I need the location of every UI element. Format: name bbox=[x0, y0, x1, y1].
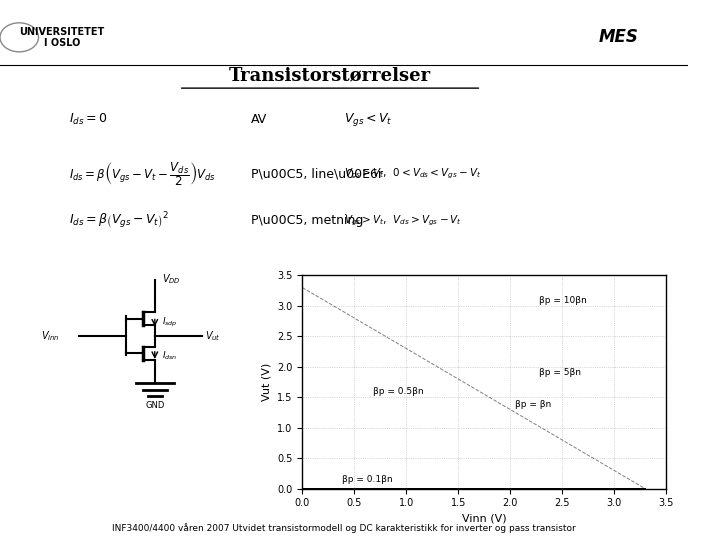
Text: βp = βn: βp = βn bbox=[516, 400, 552, 409]
Text: $V_{inn}$: $V_{inn}$ bbox=[41, 329, 60, 343]
Text: $I_{sdp}$: $I_{sdp}$ bbox=[162, 316, 178, 329]
Text: βp = 5βn: βp = 5βn bbox=[539, 368, 581, 377]
Y-axis label: Vut (V): Vut (V) bbox=[261, 363, 271, 401]
Text: UNIVERSITETET: UNIVERSITETET bbox=[19, 27, 104, 37]
Text: $V_{ut}$: $V_{ut}$ bbox=[204, 329, 220, 343]
Text: INF3400/4400 våren 2007 Utvidet transistormodell og DC karakteristikk for invert: INF3400/4400 våren 2007 Utvidet transist… bbox=[112, 523, 576, 533]
Text: MES: MES bbox=[599, 28, 639, 46]
Text: AV: AV bbox=[251, 113, 267, 126]
Text: $I_{ds} = \beta\left(V_{gs} - V_t\right)^2$: $I_{ds} = \beta\left(V_{gs} - V_t\right)… bbox=[69, 210, 168, 231]
Text: βp = 0.5βn: βp = 0.5βn bbox=[373, 387, 423, 396]
Text: $V_{DD}$: $V_{DD}$ bbox=[162, 272, 181, 286]
Text: $V_{gs} < V_t$: $V_{gs} < V_t$ bbox=[344, 111, 392, 128]
Text: $I_{ds} = 0$: $I_{ds} = 0$ bbox=[69, 112, 107, 127]
Text: βp = 0.1βn: βp = 0.1βn bbox=[342, 475, 392, 484]
Text: P\u00C5, line\u00E6r: P\u00C5, line\u00E6r bbox=[251, 167, 383, 180]
Text: $I_{dsn}$: $I_{dsn}$ bbox=[162, 349, 177, 362]
X-axis label: Vinn (V): Vinn (V) bbox=[462, 514, 506, 524]
Text: βp = 10βn: βp = 10βn bbox=[539, 296, 587, 306]
Text: GND: GND bbox=[145, 401, 164, 409]
Text: $V_{gs} > V_t$,  $0 < V_{ds} < V_{gs} - V_t$: $V_{gs} > V_t$, $0 < V_{ds} < V_{gs} - V… bbox=[344, 166, 481, 181]
Text: $V_{gs} > V_t$,  $V_{ds} > V_{gs} - V_t$: $V_{gs} > V_t$, $V_{ds} > V_{gs} - V_t$ bbox=[344, 213, 462, 227]
Text: 2007: 2007 bbox=[691, 253, 704, 287]
Text: Transistorstørrelser: Transistorstørrelser bbox=[229, 66, 431, 84]
Text: P\u00C5, metning: P\u00C5, metning bbox=[251, 214, 364, 227]
Text: $I_{ds} = \beta \left(V_{gs} - V_t - \dfrac{V_{ds}}{2}\right)V_{ds}$: $I_{ds} = \beta \left(V_{gs} - V_t - \df… bbox=[69, 160, 216, 187]
Text: I OSLO: I OSLO bbox=[44, 37, 80, 48]
